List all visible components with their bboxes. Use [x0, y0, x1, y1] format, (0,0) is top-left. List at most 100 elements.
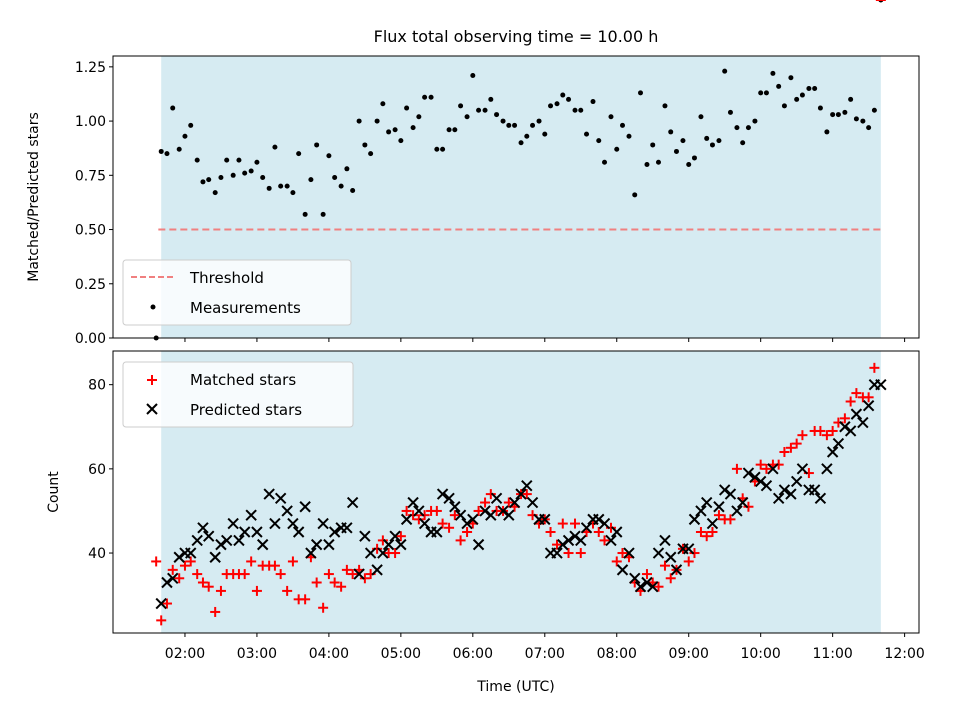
bottom-x-axis-label: Time (UTC) — [476, 679, 554, 695]
matched-star-point — [503, 497, 514, 508]
matched-star-point — [617, 548, 628, 559]
predicted-star-point — [443, 492, 455, 505]
predicted-star-mark-b — [310, 538, 323, 551]
predicted-star-point — [754, 475, 767, 488]
predicted-star-mark-b — [569, 530, 581, 542]
measurement-point — [830, 112, 836, 118]
measurement-point — [212, 190, 218, 196]
matched-star-point — [185, 556, 196, 567]
predicted-star-mark-b — [808, 484, 821, 496]
predicted-star-point — [413, 505, 425, 517]
predicted-star-point — [508, 496, 521, 509]
bottom-ytick-label: 80 — [88, 378, 106, 394]
measurement-point — [709, 142, 715, 148]
measurement-point — [812, 86, 818, 92]
top-ytick-label: 0.50 — [75, 223, 106, 239]
predicted-star-mark-b — [862, 400, 875, 412]
measurement-point — [680, 138, 686, 144]
predicted-star-mark-b — [263, 488, 275, 500]
predicted-star-mark-b — [521, 479, 533, 492]
matched-star-point — [701, 531, 712, 542]
predicted-star-point — [539, 513, 551, 526]
predicted-star-mark-b — [215, 538, 227, 551]
matched-star-point — [785, 442, 796, 453]
matched-star-point — [797, 430, 808, 441]
legend-predicted-swatch — [146, 403, 158, 415]
predicted-star-mark-b — [281, 505, 293, 517]
matched-star-point — [485, 489, 496, 500]
measurement-point — [488, 96, 494, 102]
predicted-star-mark-b — [395, 538, 407, 551]
measurement-point — [799, 92, 805, 98]
predicted-star-mark-b — [875, 378, 887, 391]
measurement-point — [296, 151, 302, 157]
measurement-point — [470, 73, 476, 79]
matched-star-point — [179, 560, 190, 571]
predicted-star-point — [731, 505, 743, 517]
bottom-xtick-label: 04:00 — [309, 646, 349, 662]
predicted-star-point — [173, 551, 185, 563]
predicted-star-point — [862, 400, 875, 412]
predicted-star-point — [521, 479, 533, 492]
matched-star-point — [713, 510, 724, 521]
measurement-point — [446, 127, 452, 133]
predicted-star-point — [616, 564, 629, 576]
matched-star-point — [275, 569, 286, 580]
measurement-point — [386, 129, 392, 135]
matched-star-point — [336, 581, 347, 592]
measurement-point — [422, 94, 428, 100]
predicted-star-point — [353, 568, 365, 580]
measurement-point — [704, 135, 710, 141]
measurement-point — [644, 161, 650, 167]
predicted-star-mark-b — [461, 517, 473, 530]
predicted-star-point — [395, 538, 407, 551]
top-axes-frame — [112, 55, 920, 339]
predicted-star-point — [670, 564, 683, 576]
measurement-point — [806, 86, 812, 92]
predicted-star-point — [389, 530, 401, 542]
measurement-point — [482, 107, 488, 113]
matched-star-point — [755, 459, 766, 470]
measurement-point — [842, 109, 848, 115]
predicted-star-point — [826, 446, 839, 458]
measurement-point — [452, 127, 458, 133]
predicted-star-mark-b — [772, 492, 785, 505]
measurement-point — [668, 129, 674, 135]
matched-star-point — [480, 497, 491, 508]
predicted-star-point — [382, 538, 395, 551]
matched-star-point — [455, 535, 466, 546]
predicted-star-point — [203, 530, 215, 542]
measurement-point — [272, 144, 278, 150]
predicted-star-mark-b — [754, 475, 767, 488]
measurement-point — [691, 155, 697, 161]
bottom-xtick-label: 12:00 — [884, 646, 924, 662]
matched-star-point — [707, 526, 718, 537]
matched-star-point — [323, 569, 334, 580]
predicted-star-mark-b — [767, 463, 779, 475]
matched-star-point — [743, 501, 754, 512]
predicted-star-point — [299, 501, 311, 513]
predicted-star-point — [598, 517, 611, 530]
predicted-star-point — [328, 526, 341, 538]
predicted-star-point — [593, 513, 605, 526]
predicted-star-point — [526, 496, 539, 509]
matched-star-point — [473, 505, 484, 516]
predicted-star-mark-b — [593, 513, 605, 526]
top-ytick-label: 0.00 — [75, 331, 106, 347]
measurement-point — [727, 109, 733, 115]
predicted-star-point — [706, 517, 719, 530]
predicted-star-point — [821, 463, 833, 475]
measurement-point — [434, 146, 440, 152]
predicted-star-mark-b — [191, 534, 203, 547]
predicted-star-point — [623, 547, 635, 559]
predicted-star-point — [292, 526, 305, 538]
predicted-star-mark-b — [274, 492, 287, 505]
predicted-star-point — [629, 572, 641, 584]
matched-star-point — [570, 518, 581, 529]
predicted-star-point — [652, 547, 665, 559]
measurement-point — [440, 146, 446, 152]
predicted-star-point — [238, 526, 251, 538]
predicted-star-mark-b — [251, 526, 263, 538]
predicted-star-point — [449, 501, 461, 513]
predicted-star-mark-b — [557, 538, 569, 551]
